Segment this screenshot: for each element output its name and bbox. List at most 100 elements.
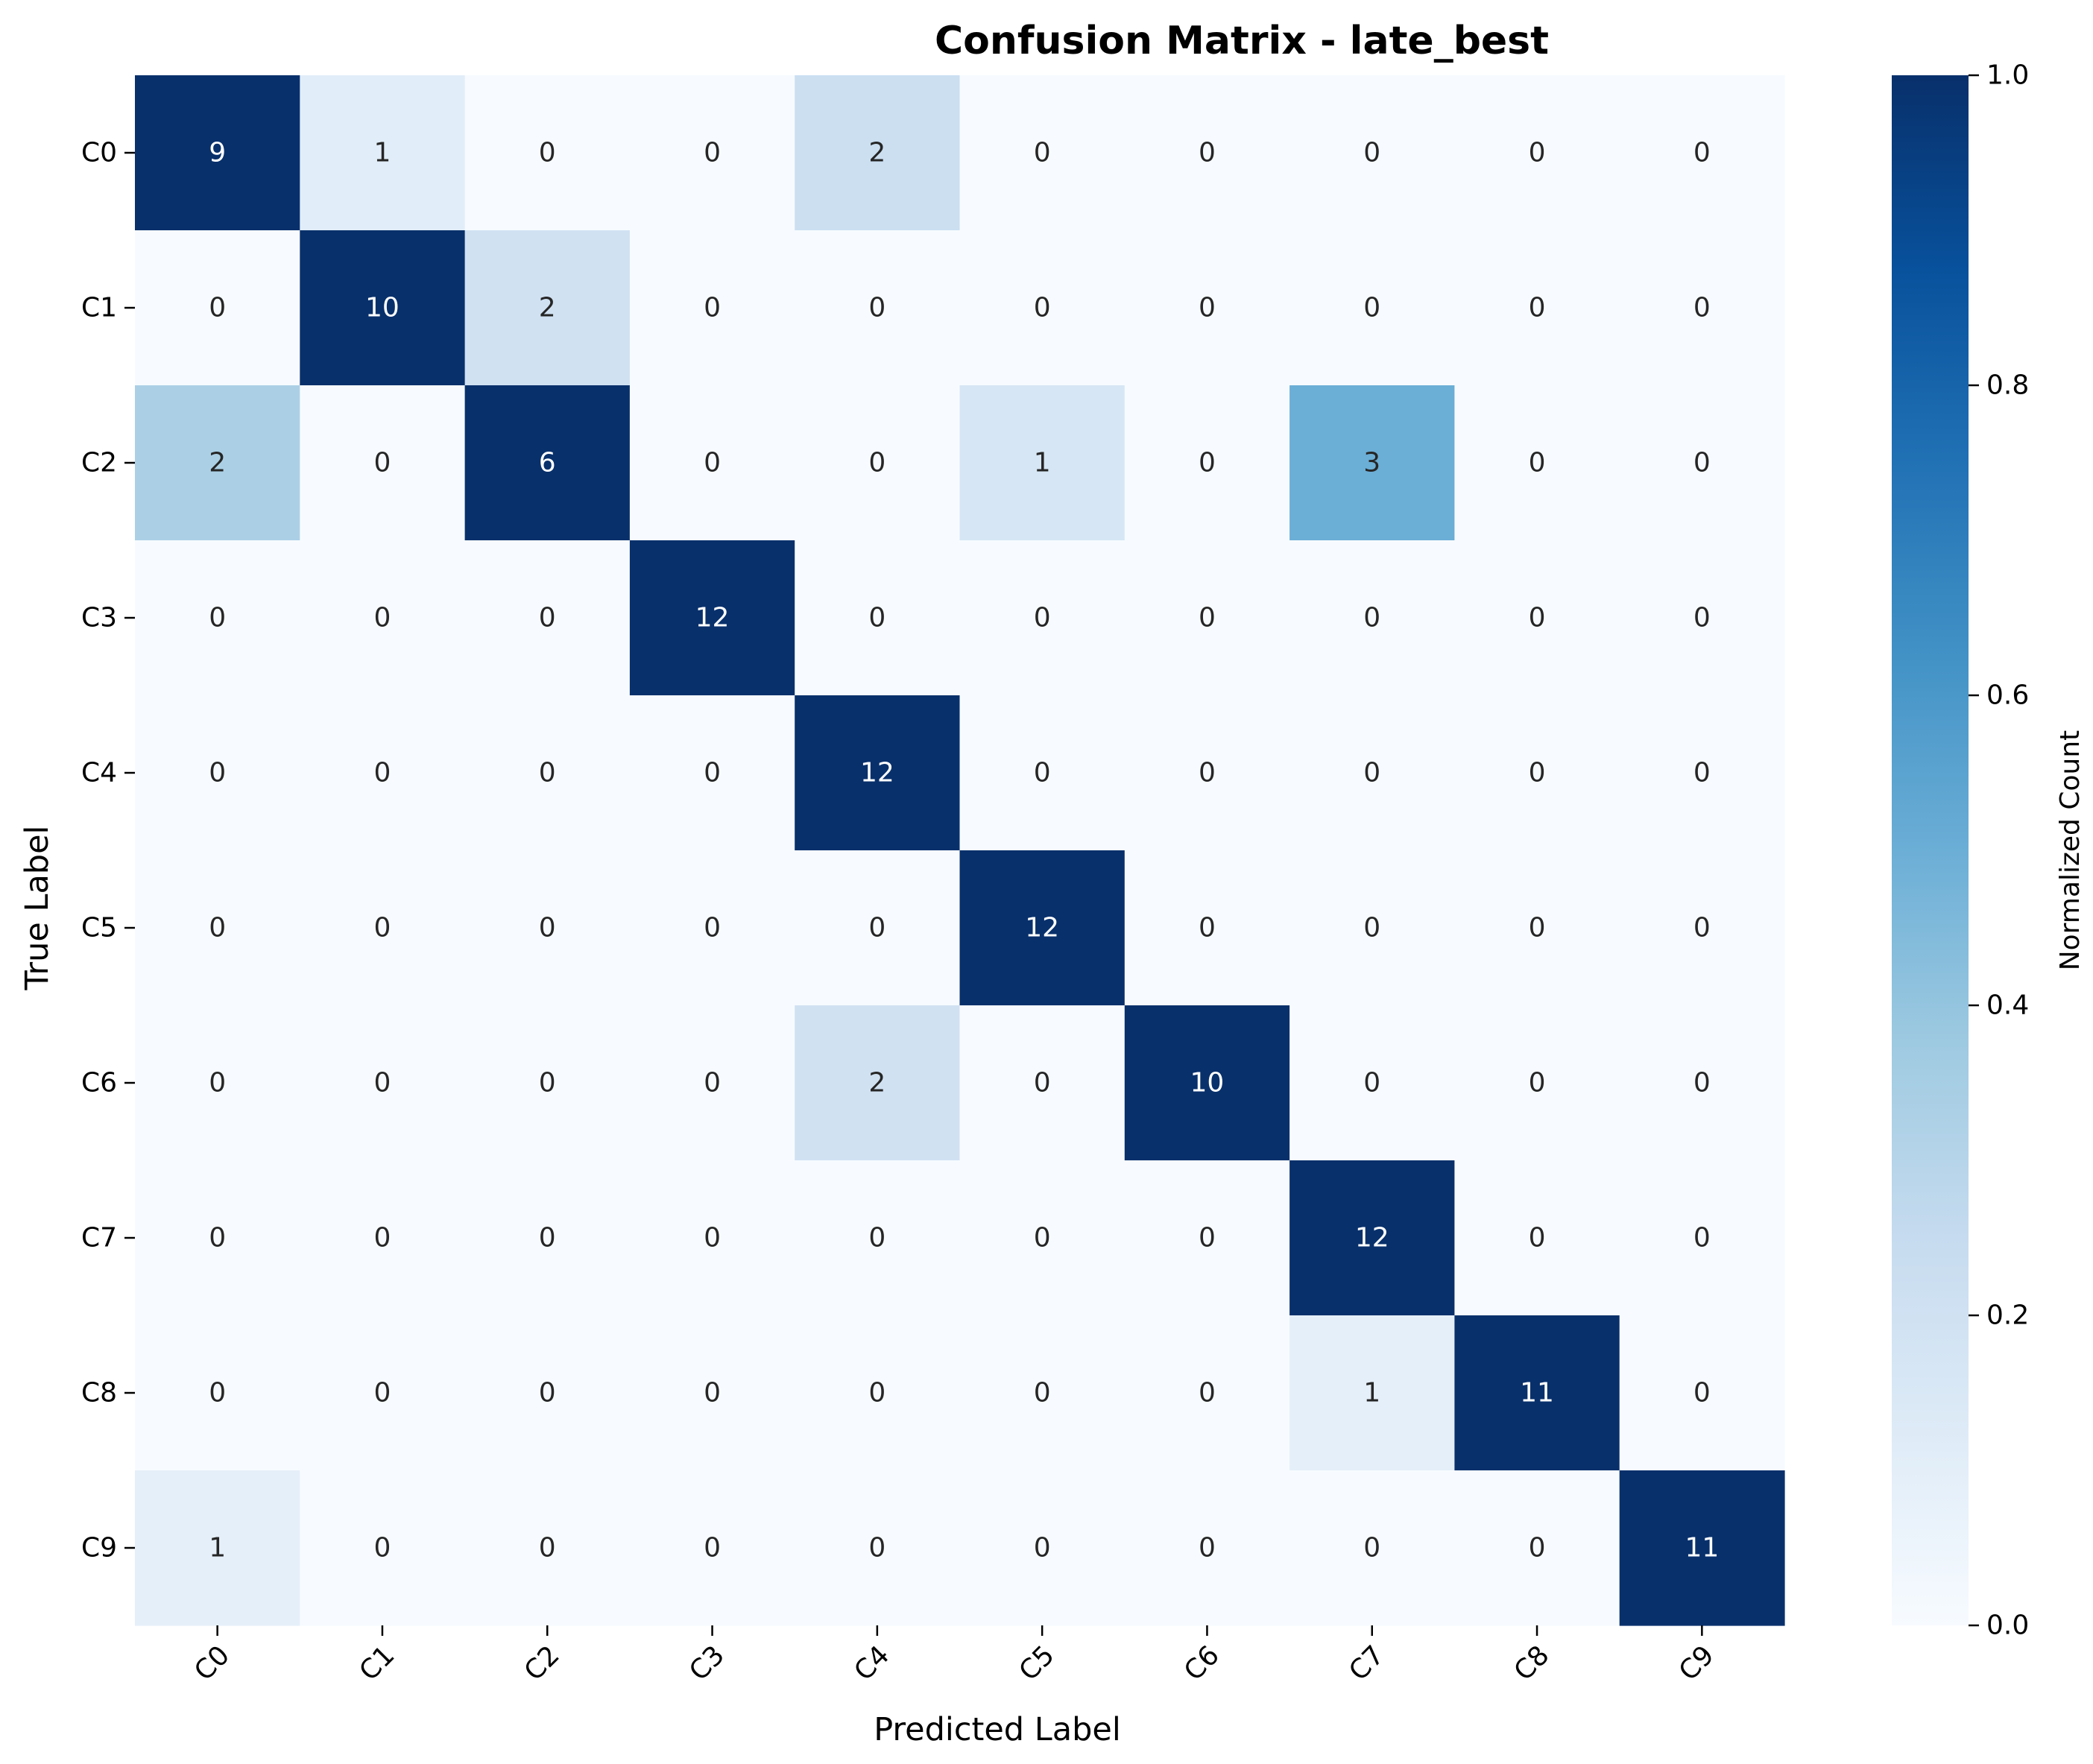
cell-value-label: 0 bbox=[1529, 758, 1546, 788]
x-tick-label: C2 bbox=[519, 1640, 566, 1687]
heatmap-cell bbox=[464, 75, 631, 231]
cell-value-label: 0 bbox=[1529, 448, 1546, 478]
x-axis-label: Predicted Label bbox=[874, 1711, 1121, 1748]
cell-value-label: 0 bbox=[373, 1223, 391, 1254]
cell-value-label: 0 bbox=[704, 758, 721, 788]
cell-value-label: 0 bbox=[1034, 1068, 1051, 1098]
cell-value-label: 0 bbox=[1693, 1068, 1711, 1098]
heatmap-cell bbox=[795, 1160, 961, 1316]
heatmap-cell bbox=[1124, 540, 1290, 696]
x-tick-label: C8 bbox=[1509, 1640, 1556, 1687]
y-tick-label: C2 bbox=[81, 448, 117, 478]
colorbar-gradient bbox=[1892, 75, 1969, 1625]
cell-value-label: 0 bbox=[1529, 1533, 1546, 1564]
cell-value-label: 2 bbox=[868, 138, 886, 168]
heatmap-cell bbox=[464, 1160, 631, 1316]
cell-value-label: 11 bbox=[1520, 1378, 1554, 1409]
colorbar-tick-label: 0.0 bbox=[1986, 1610, 2029, 1641]
heatmap-cell bbox=[1289, 1470, 1455, 1626]
y-tick-label: C1 bbox=[81, 293, 117, 323]
heatmap-cell bbox=[795, 75, 961, 231]
cell-value-label: 2 bbox=[868, 1068, 886, 1098]
cell-value-label: 2 bbox=[209, 448, 226, 478]
x-tick-label: C7 bbox=[1343, 1640, 1390, 1687]
heatmap-cell bbox=[464, 850, 631, 1006]
heatmap-cell bbox=[1454, 230, 1620, 386]
cell-value-label: 0 bbox=[1529, 1223, 1546, 1254]
cell-value-label: 0 bbox=[1034, 293, 1051, 323]
x-tick-label: C3 bbox=[684, 1640, 730, 1687]
x-tick-label: C6 bbox=[1178, 1640, 1225, 1687]
cell-value-label: 10 bbox=[1190, 1068, 1225, 1098]
cell-value-label: 0 bbox=[1363, 758, 1380, 788]
cell-value-label: 0 bbox=[1034, 1223, 1051, 1254]
heatmap-cell bbox=[1454, 75, 1620, 231]
heatmap-cell bbox=[959, 1315, 1126, 1471]
heatmap-cell bbox=[1124, 75, 1290, 231]
cell-labels: 9 1 0 0 2 0 0 0 0 00 10 2 0 0 0 0 0 0 02 0 6 0 0 1 0 3 0 00 0 0 12 0 0 0 0… bbox=[209, 138, 1719, 1564]
heatmap-cell bbox=[795, 385, 961, 541]
heatmap-cell bbox=[1124, 695, 1290, 851]
heatmap-cell bbox=[1619, 1005, 1785, 1161]
heatmap-cell bbox=[795, 695, 961, 851]
heatmap-cell bbox=[1454, 1470, 1620, 1626]
cell-value-label: 0 bbox=[539, 138, 556, 168]
cell-value-label: 0 bbox=[1034, 1378, 1051, 1409]
heatmap-cell bbox=[1454, 1005, 1620, 1161]
cell-value-label: 0 bbox=[1199, 1223, 1216, 1254]
heatmap-cell bbox=[1124, 385, 1290, 541]
heatmap-cell bbox=[959, 230, 1126, 386]
cell-value-label: 0 bbox=[1529, 1068, 1546, 1098]
heatmap-cell bbox=[795, 1315, 961, 1471]
cell-value-label: 0 bbox=[1529, 138, 1546, 168]
cell-value-label: 0 bbox=[704, 1223, 721, 1254]
heatmap-cell bbox=[629, 75, 795, 231]
heatmap-cell bbox=[464, 1315, 631, 1471]
heatmap-cell bbox=[135, 1160, 300, 1316]
cell-value-label: 12 bbox=[1025, 913, 1059, 943]
cell-value-label: 0 bbox=[1363, 913, 1380, 943]
heatmap-cell bbox=[135, 75, 300, 231]
heatmap-cell bbox=[300, 1470, 466, 1626]
cell-value-label: 1 bbox=[209, 1533, 226, 1564]
heatmap-cell bbox=[1289, 850, 1455, 1006]
chart-title: Confusion Matrix - late_best bbox=[935, 19, 1549, 63]
cell-value-label: 0 bbox=[1034, 603, 1051, 633]
y-tick-label: C0 bbox=[81, 138, 117, 168]
heatmap-cell bbox=[1124, 1160, 1290, 1316]
heatmap-cell bbox=[959, 1470, 1126, 1626]
colorbar-tick-label: 0.2 bbox=[1986, 1300, 2029, 1331]
heatmap-cell bbox=[135, 695, 300, 851]
cell-value-label: 0 bbox=[1693, 603, 1711, 633]
heatmap-cell bbox=[959, 540, 1126, 696]
cell-value-label: 0 bbox=[1693, 293, 1711, 323]
cell-value-label: 0 bbox=[539, 913, 556, 943]
heatmap-cell bbox=[629, 540, 795, 696]
heatmap-cell bbox=[300, 1005, 466, 1161]
y-tick-label: C3 bbox=[81, 603, 117, 633]
cell-value-label: 0 bbox=[1199, 758, 1216, 788]
heatmap-cell bbox=[1124, 230, 1290, 386]
cell-value-label: 0 bbox=[1199, 448, 1216, 478]
heatmap-cell bbox=[1619, 1160, 1785, 1316]
heatmap-cell bbox=[464, 695, 631, 851]
heatmap-cell bbox=[135, 1005, 300, 1161]
heatmap-cell bbox=[1289, 1160, 1455, 1316]
heatmap-cell bbox=[1289, 75, 1455, 231]
heatmap-cell bbox=[959, 75, 1126, 231]
heatmap-cell bbox=[1289, 540, 1455, 696]
cell-value-label: 0 bbox=[1034, 138, 1051, 168]
heatmap-cell bbox=[629, 1005, 795, 1161]
cell-value-label: 0 bbox=[373, 448, 391, 478]
heatmap-cell bbox=[135, 540, 300, 696]
cell-value-label: 0 bbox=[209, 1223, 226, 1254]
heatmap-cells bbox=[135, 75, 1785, 1626]
cell-value-label: 1 bbox=[373, 138, 391, 168]
cell-value-label: 0 bbox=[1199, 138, 1216, 168]
cell-value-label: 0 bbox=[1529, 913, 1546, 943]
heatmap-cell bbox=[1454, 540, 1620, 696]
heatmap-cell bbox=[629, 230, 795, 386]
cell-value-label: 0 bbox=[704, 448, 721, 478]
heatmap-cell bbox=[629, 850, 795, 1006]
